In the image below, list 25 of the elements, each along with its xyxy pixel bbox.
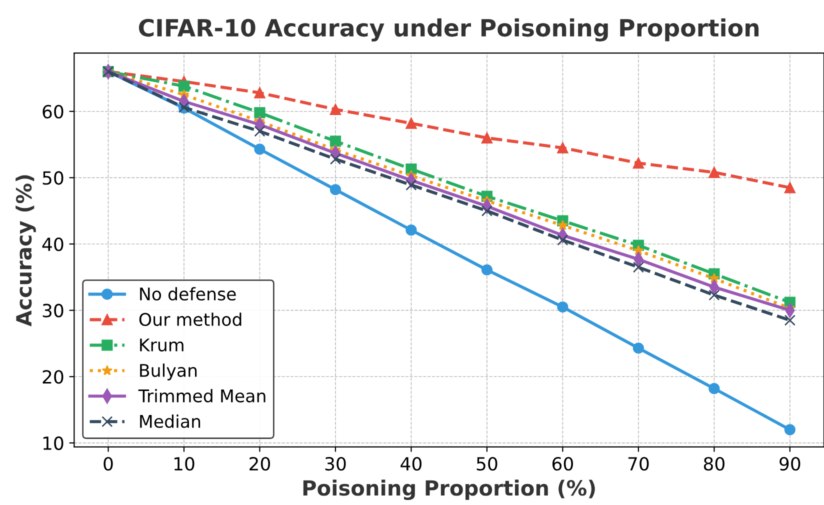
x-tick-label: 60 [552,456,573,471]
y-tick-label: 20 [42,370,64,384]
y-axis-title: Accuracy (%) [16,175,36,326]
x-tick-label: 70 [628,456,649,471]
legend-label: Bulyan [140,364,197,380]
x-tick-label: 90 [780,456,800,471]
y-tick-label: 10 [43,436,64,450]
x-tick-label: 50 [476,456,498,471]
legend-label: Krum [140,338,184,352]
y-tick-label: 50 [42,171,64,185]
y-tick-label: 40 [42,237,64,252]
x-tick-label: 0 [104,456,113,471]
legend-label: Trimmed Mean [138,389,266,402]
x-tick-label: 30 [325,456,346,471]
y-tick-label: 60 [42,104,64,118]
x-axis-title: Poisoning Proportion (%) [303,480,595,500]
x-tick-label: 80 [704,456,724,471]
x-tick-label: 40 [400,456,422,471]
chart-title: CIFAR-10 Accuracy under Poisoning Proportion [138,18,759,42]
x-tick-label: 10 [174,456,194,471]
y-tick-label: 30 [42,304,64,318]
legend-label: No defense [140,287,236,301]
legend-label: Median [140,414,200,428]
x-tick-label: 20 [250,456,270,471]
legend-label: Our method [139,312,242,326]
